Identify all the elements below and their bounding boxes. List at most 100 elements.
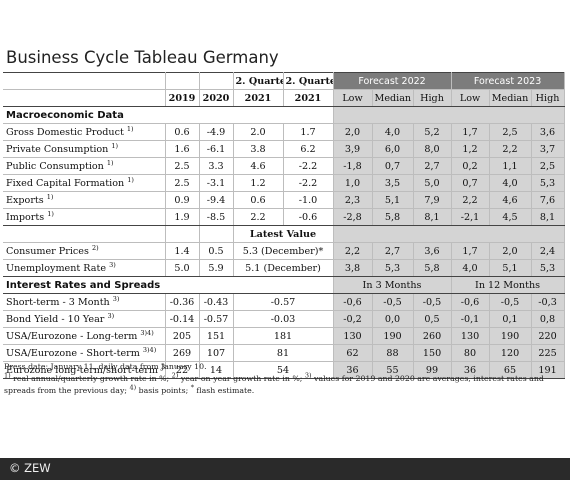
value-q2-2021-b: -1.0 xyxy=(283,191,334,209)
latest-value: -0.57 xyxy=(233,293,334,311)
footer-bar: © ZEW xyxy=(0,458,570,480)
value-q2-2021-a: 0.6 xyxy=(233,191,284,209)
forecast-2022-value: 5,0 xyxy=(413,174,452,192)
latest-value: 5.1 (December) xyxy=(233,259,334,277)
latest-value: 81 xyxy=(233,344,334,362)
forecast-2023-value: 8,1 xyxy=(531,208,565,226)
footnote-legend: 1) real annual/quarterly growth rate in … xyxy=(4,371,544,395)
table-row: Fixed Capital Formation 1) 2.5 -3.1 1.2 -2.2… xyxy=(3,174,565,192)
forecast-12-months-value: 130 xyxy=(451,327,490,345)
value-2020: -8.5 xyxy=(199,208,234,226)
section-macroeconomic-data: Macroeconomic Data xyxy=(3,106,334,124)
header-median-2023: Median xyxy=(489,89,532,107)
value-q2-2021-b: -2.2 xyxy=(283,157,334,175)
value-2020: 107 xyxy=(199,344,234,362)
value-q2-2021-a: 4.6 xyxy=(233,157,284,175)
forecast-3-months-value: 62 xyxy=(333,344,373,362)
header-forecast-2023: Forecast 2023 xyxy=(451,72,565,90)
forecast-2023-value: 7,6 xyxy=(531,191,565,209)
value-2019: -0.36 xyxy=(165,293,200,311)
section-row-macro: Macroeconomic Data xyxy=(3,106,565,124)
value-q2-2021-a: 3.8 xyxy=(233,140,284,158)
row-label: Public Consumption 1) xyxy=(3,157,166,175)
forecast-3-months-value: 190 xyxy=(372,327,414,345)
latest-value: 181 xyxy=(233,327,334,345)
value-2020: 0.5 xyxy=(199,242,234,260)
forecast-12-months-value: 65 xyxy=(489,361,532,379)
forecast-2022-value: 5,1 xyxy=(372,191,414,209)
forecast-12-months-value: 190 xyxy=(489,327,532,345)
value-2019: 22 xyxy=(165,361,200,379)
latest-value: 54 xyxy=(233,361,334,379)
value-2020: -0.57 xyxy=(199,310,234,328)
forecast-2023-value: 1,1 xyxy=(489,157,532,175)
forecast-2022-value: 5,2 xyxy=(413,123,452,141)
header-high-2023: High xyxy=(531,89,565,107)
table-row: Eurozone long-term/short-term 3)4)221454… xyxy=(3,361,565,379)
row-label: Fixed Capital Formation 1) xyxy=(3,174,166,192)
forecast-12-months-value: -0,5 xyxy=(489,293,532,311)
forecast-2022-value: 7,9 xyxy=(413,191,452,209)
forecast-12-months-value: 36 xyxy=(451,361,490,379)
forecast-2023-value: 4,6 xyxy=(489,191,532,209)
forecast-12-months-value: -0,1 xyxy=(451,310,490,328)
value-2020: -0.43 xyxy=(199,293,234,311)
value-q2-2021-b: 1.7 xyxy=(283,123,334,141)
forecast-12-months-value: 225 xyxy=(531,344,565,362)
value-2020: -3.1 xyxy=(199,174,234,192)
section-interest-rates: Interest Rates and Spreads xyxy=(3,276,334,294)
forecast-2022-value: 8,1 xyxy=(413,208,452,226)
forecast-2022-value: 8,0 xyxy=(413,140,452,158)
forecast-2023-value: 2,4 xyxy=(531,242,565,260)
forecast-3-months-value: 0,0 xyxy=(372,310,414,328)
forecast-2023-value: 2,2 xyxy=(451,191,490,209)
forecast-2023-value: -2,1 xyxy=(451,208,490,226)
forecast-2022-value: 3,6 xyxy=(413,242,452,260)
forecast-12-months-value: 120 xyxy=(489,344,532,362)
value-2019: 2.5 xyxy=(165,174,200,192)
forecast-2022-value: -2,8 xyxy=(333,208,373,226)
header-2019: 2019 xyxy=(165,89,200,107)
table-row: Bond Yield - 10 Year 3) -0.14 -0.57 -0.03 -0… xyxy=(3,310,565,328)
forecast-2023-value: 5,3 xyxy=(531,174,565,192)
value-2019: 1.4 xyxy=(165,242,200,260)
forecast-2023-value: 2,2 xyxy=(489,140,532,158)
forecast-12-months-value: 191 xyxy=(531,361,565,379)
forecast-2023-value: 2,5 xyxy=(531,157,565,175)
header-row-1: 2. Quarter 2. Quarter Forecast 2022 Fore… xyxy=(3,72,565,90)
header-in-12-months: In 12 Months xyxy=(451,276,565,294)
forecast-2022-value: 3,5 xyxy=(372,174,414,192)
row-label: Imports 1) xyxy=(3,208,166,226)
row-label: Bond Yield - 10 Year 3) xyxy=(3,310,166,328)
value-q2-2021-a: 1.2 xyxy=(233,174,284,192)
row-label: Eurozone long-term/short-term 3)4) xyxy=(3,361,166,379)
forecast-3-months-value: -0,6 xyxy=(333,293,373,311)
forecast-2022-value: 3,9 xyxy=(333,140,373,158)
forecast-3-months-value: -0,2 xyxy=(333,310,373,328)
row-label: Unemployment Rate 3) xyxy=(3,259,166,277)
forecast-2022-value: 5,8 xyxy=(372,208,414,226)
table-row: Gross Domestic Product 1) 0.6 -4.9 2.0 1.7 2,… xyxy=(3,123,565,141)
forecast-2023-value: 0,2 xyxy=(451,157,490,175)
value-2019: 0.9 xyxy=(165,191,200,209)
forecast-3-months-value: 36 xyxy=(333,361,373,379)
header-blank xyxy=(3,72,166,90)
header-latest-value: Latest Value xyxy=(233,225,334,243)
forecast-2023-value: 5,1 xyxy=(489,259,532,277)
page-title: Business Cycle Tableau Germany xyxy=(6,48,279,67)
forecast-2023-value: 4,0 xyxy=(489,174,532,192)
forecast-2022-value: 0,7 xyxy=(372,157,414,175)
section-row-latest: Latest Value xyxy=(3,225,565,243)
value-q2-2021-a: 2.0 xyxy=(233,123,284,141)
header-in-3-months: In 3 Months xyxy=(333,276,452,294)
forecast-3-months-value: 150 xyxy=(413,344,452,362)
forecast-2023-value: 2,5 xyxy=(489,123,532,141)
value-q2-2021-b: -2.2 xyxy=(283,174,334,192)
table-row: Imports 1) 1.9 -8.5 2.2 -0.6 -2,8 5,8 8,1 -2,1 4,… xyxy=(3,208,565,226)
value-2019: 269 xyxy=(165,344,200,362)
table-row: Private Consumption 1) 1.6 -6.1 3.8 6.2 3,9 6,… xyxy=(3,140,565,158)
value-2019: 0.6 xyxy=(165,123,200,141)
value-q2-2021-a: 2.2 xyxy=(233,208,284,226)
forecast-2023-value: 5,3 xyxy=(531,259,565,277)
value-2019: 1.6 xyxy=(165,140,200,158)
